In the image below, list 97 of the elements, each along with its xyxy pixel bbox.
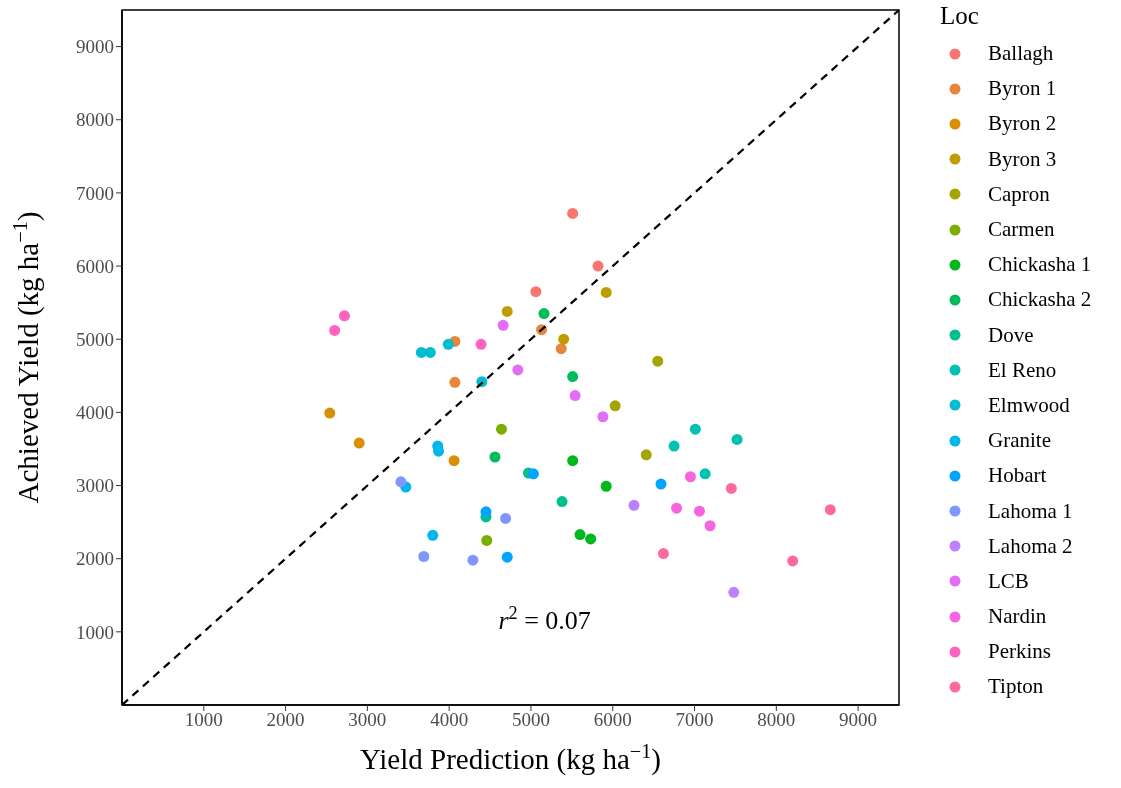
legend-label: Lahoma 2 <box>988 533 1073 559</box>
point <box>699 468 711 480</box>
legend-label: El Reno <box>988 357 1057 383</box>
point <box>574 529 586 541</box>
point <box>600 480 612 492</box>
legend-label: Granite <box>988 428 1051 454</box>
point <box>489 451 501 463</box>
point <box>424 346 436 358</box>
legend-label: Chickasha 2 <box>988 287 1092 313</box>
point <box>415 346 427 358</box>
legend-label: Carmen <box>988 217 1055 243</box>
x-axis-title: Yield Prediction (kg ha$^{−1}$) <box>359 740 662 776</box>
x-tick-label: 8000 <box>757 709 796 731</box>
x-tick-label: 7000 <box>675 709 714 731</box>
point <box>501 551 513 563</box>
point <box>628 499 640 511</box>
legend-label: Capron <box>988 181 1050 207</box>
y-tick-label: 8000 <box>76 109 114 131</box>
point <box>427 529 439 541</box>
legend-label: Perkins <box>988 639 1051 665</box>
point <box>597 411 609 423</box>
point <box>475 338 487 350</box>
legend-label: Tipton <box>988 674 1044 700</box>
point <box>567 371 579 383</box>
point <box>467 554 479 566</box>
point <box>684 471 696 483</box>
point <box>689 423 701 435</box>
y-tick-label: 6000 <box>76 255 114 277</box>
legend-label: Chickasha 1 <box>988 252 1092 278</box>
point <box>501 305 513 317</box>
point <box>585 533 597 545</box>
y-tick-label: 9000 <box>76 36 114 58</box>
point <box>558 333 570 345</box>
point <box>556 496 568 508</box>
point <box>527 468 539 480</box>
point <box>704 520 716 532</box>
point <box>567 207 579 219</box>
y-tick-label: 1000 <box>76 621 114 643</box>
point <box>600 286 612 298</box>
annotation: r$^{2}$ = 0.07 <box>498 602 591 635</box>
y-tick-label: 3000 <box>76 475 114 497</box>
point <box>657 548 669 560</box>
point <box>449 376 461 388</box>
x-tick-label: 9000 <box>839 709 878 731</box>
legend-label: LCB <box>988 568 1029 594</box>
point <box>418 550 430 562</box>
point <box>668 440 680 452</box>
y-tick-label: 4000 <box>76 402 114 424</box>
point <box>569 390 581 402</box>
point <box>731 433 743 445</box>
point <box>592 260 604 272</box>
point <box>338 310 350 322</box>
legend-label: Byron 2 <box>988 111 1057 137</box>
point <box>329 324 341 336</box>
x-tick-label: 1000 <box>184 709 223 731</box>
legend-label: Byron 3 <box>988 146 1057 172</box>
point <box>480 506 492 518</box>
point <box>693 505 705 517</box>
y-tick-label: 5000 <box>76 328 114 350</box>
x-tick-label: 5000 <box>511 709 550 731</box>
y-tick-label: 7000 <box>76 182 114 204</box>
point <box>324 407 336 419</box>
point <box>395 476 407 488</box>
point <box>655 478 667 490</box>
point <box>512 364 524 376</box>
point <box>448 455 460 467</box>
legend-label: Elmwood <box>988 392 1070 418</box>
legend-label: Lahoma 1 <box>988 498 1073 524</box>
x-tick-label: 6000 <box>593 709 632 731</box>
point <box>496 423 507 435</box>
point <box>652 355 664 367</box>
point <box>671 502 683 514</box>
point <box>567 455 579 467</box>
point <box>725 482 737 494</box>
point <box>824 504 836 516</box>
point <box>787 555 799 567</box>
point <box>555 343 567 355</box>
x-tick-label: 3000 <box>348 709 387 731</box>
legend-label: Hobart <box>988 463 1047 489</box>
legend-title: Loc <box>940 2 980 30</box>
x-tick-label: 2000 <box>266 709 305 731</box>
x-tick-label: 4000 <box>430 709 469 731</box>
legend-label: Byron 1 <box>988 76 1057 102</box>
point <box>500 512 512 524</box>
point <box>728 586 740 598</box>
point <box>538 308 550 320</box>
legend-label: Nardin <box>988 604 1047 630</box>
point <box>442 338 454 350</box>
point <box>353 437 365 449</box>
point <box>530 286 542 298</box>
y-tick-label: 2000 <box>76 548 114 570</box>
legend-label: Ballagh <box>988 41 1054 67</box>
legend-label: Dove <box>988 322 1034 348</box>
point <box>640 449 652 461</box>
point <box>609 400 621 412</box>
point <box>497 319 509 331</box>
point <box>481 534 493 546</box>
